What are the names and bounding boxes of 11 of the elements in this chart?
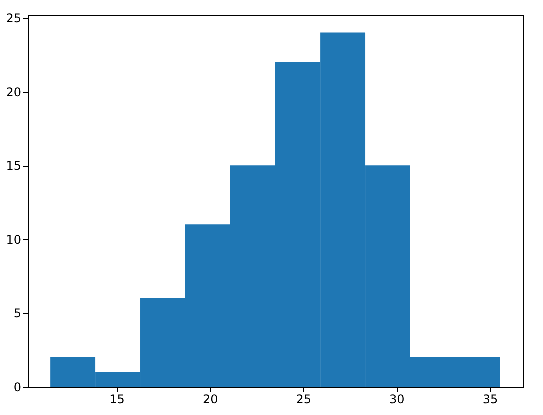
y-tick-label: 25: [6, 11, 22, 26]
x-tick-label: 35: [482, 392, 498, 406]
y-tick-label: 15: [6, 159, 22, 174]
x-tick-label: 30: [390, 392, 405, 406]
y-tick-label: 10: [6, 232, 22, 247]
y-tick-label: 5: [14, 306, 22, 321]
y-tick-label: 0: [14, 380, 22, 394]
x-tick-label: 25: [296, 392, 312, 406]
x-tick-label: 15: [110, 392, 125, 406]
x-tick-label: 20: [202, 392, 218, 406]
y-tick-label: 20: [6, 85, 22, 100]
